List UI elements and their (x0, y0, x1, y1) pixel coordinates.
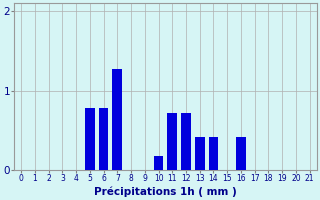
Bar (113, 69, 122, 170)
Bar (85, 108, 95, 170)
Bar (167, 113, 177, 170)
Bar (181, 113, 191, 170)
X-axis label: Précipitations 1h ( mm ): Précipitations 1h ( mm ) (94, 186, 237, 197)
Bar (99, 108, 108, 170)
Bar (195, 137, 204, 170)
Bar (209, 137, 218, 170)
Bar (236, 137, 246, 170)
Bar (154, 156, 163, 170)
